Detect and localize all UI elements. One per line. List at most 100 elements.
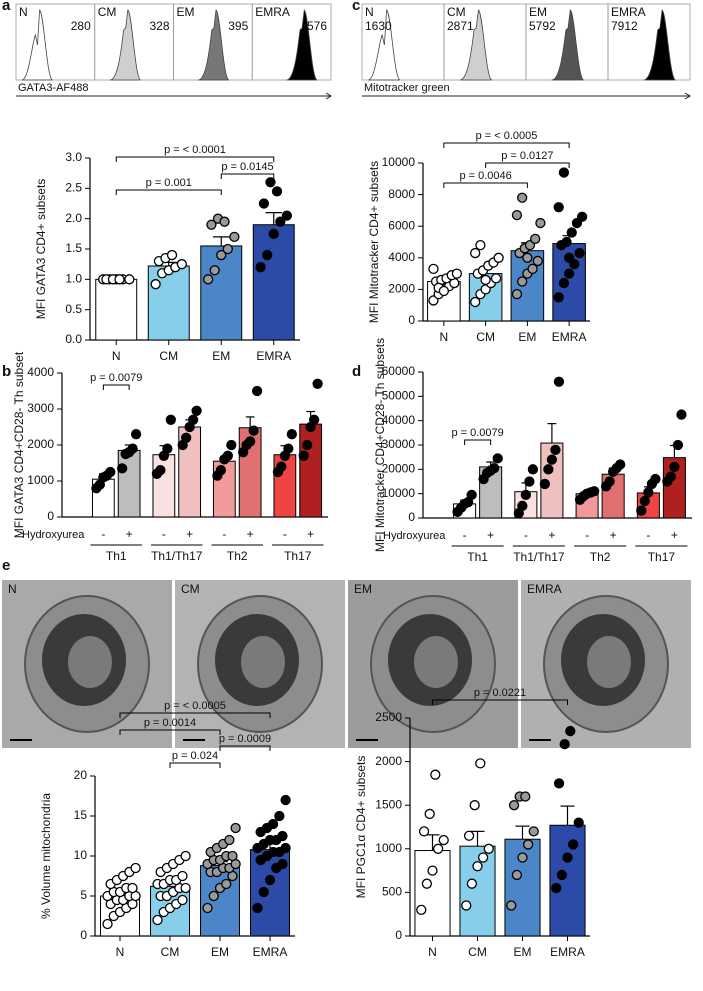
data-point [493, 252, 504, 263]
axis-arrow [684, 92, 691, 100]
data-point [277, 858, 288, 870]
panel-label: e [2, 557, 10, 574]
y-tick-label: 6000 [388, 218, 415, 232]
y-tick-label: 15 [74, 808, 88, 822]
y-tick-label: 10000 [382, 486, 416, 500]
y-tick-label: 0 [408, 313, 415, 327]
treatment-label: - [646, 528, 650, 542]
data-point [530, 233, 541, 244]
y-tick-label: 2000 [27, 437, 54, 451]
data-point [553, 376, 565, 387]
x-tick-label: EMRA [552, 330, 587, 344]
y-tick-label: 8000 [388, 187, 415, 201]
data-point [219, 216, 230, 227]
histogram-peak [286, 9, 318, 81]
data-point [650, 473, 661, 485]
data-point [480, 274, 491, 286]
x-tick-label: Th1/Th17 [513, 550, 565, 564]
micrograph-label: EM [354, 582, 372, 596]
significance-bracket [443, 142, 570, 148]
histogram-value: 576 [307, 19, 327, 33]
data-point [166, 249, 178, 261]
x-tick-label: N [112, 349, 121, 363]
p-value: p = < 0.0005 [476, 130, 538, 142]
treatment-label: + [247, 527, 254, 541]
y-tick-label: 2000 [388, 282, 415, 296]
data-point [438, 285, 450, 297]
histogram-value: 7912 [611, 19, 638, 33]
micrograph-label: CM [181, 582, 200, 596]
y-tick-label: 1.0 [65, 272, 82, 286]
data-point [258, 198, 270, 209]
data-point [517, 192, 528, 203]
panel-label: b [2, 363, 11, 380]
y-tick-label: 0 [80, 928, 87, 942]
data-point [302, 439, 313, 451]
data-point [130, 429, 142, 440]
data-point [615, 459, 626, 470]
data-point [522, 839, 534, 850]
data-point [177, 894, 188, 906]
data-point [539, 478, 550, 490]
data-point [517, 500, 528, 511]
data-point [276, 461, 287, 472]
histogram-subset: CM [447, 5, 466, 19]
x-tick-label: N [440, 330, 449, 344]
y-tick-label: 0.5 [65, 302, 82, 316]
y-tick-label: 60000 [382, 364, 416, 378]
data-point [202, 902, 213, 914]
p-value: p = 0.0145 [221, 161, 273, 173]
y-tick-label: 2000 [375, 754, 402, 768]
data-point [252, 902, 263, 914]
p-value: p = 0.0009 [219, 733, 271, 745]
treatment-label: - [283, 527, 287, 541]
micrograph-label: N [8, 582, 17, 596]
data-point [117, 463, 128, 474]
y-tick-label: 1500 [375, 797, 402, 811]
data-point [577, 211, 588, 222]
data-point [206, 219, 217, 230]
axis-arrow [325, 92, 332, 100]
data-point [520, 489, 531, 501]
data-point [127, 443, 138, 454]
data-point [469, 800, 480, 811]
data-point [421, 878, 433, 889]
y-tick-label: 1000 [27, 473, 54, 487]
y-tick-label: 0 [395, 928, 402, 942]
y-axis-label: MFI GATA3 CD4+ subsets [34, 179, 48, 320]
data-point [470, 247, 481, 259]
x-tick-label: Th1 [467, 550, 488, 564]
data-point [424, 808, 435, 820]
chromatin [587, 636, 631, 688]
y-tick-label: 500 [382, 885, 402, 899]
data-point [562, 852, 573, 863]
histogram-axis-label: GATA3-AF488 [18, 82, 89, 94]
y-tick-label: 1.5 [65, 241, 82, 255]
histogram-peak [21, 9, 53, 81]
bar [147, 265, 190, 341]
data-point [127, 882, 138, 894]
bar [459, 845, 496, 937]
chromatin [414, 636, 458, 688]
histogram-subset: EMRA [611, 5, 646, 19]
treatment-label: + [307, 527, 314, 541]
p-value: p = 0.0079 [90, 372, 142, 384]
histogram-peak [643, 9, 676, 81]
bar [152, 454, 176, 518]
x-tick-label: Th17 [284, 549, 312, 563]
treatment-label: - [585, 528, 589, 542]
x-tick-label: Th1 [106, 549, 127, 563]
data-point [418, 826, 430, 837]
data-point [230, 822, 241, 834]
bar [200, 245, 243, 341]
data-point [155, 465, 166, 476]
significance-bracket [219, 745, 271, 751]
data-point [483, 843, 494, 854]
data-point [665, 471, 677, 482]
y-tick-label: 1000 [375, 841, 402, 855]
data-point [215, 465, 227, 476]
data-point [208, 890, 219, 902]
p-value: p = 0.0127 [501, 150, 553, 162]
data-point [574, 247, 585, 259]
data-point [216, 249, 227, 261]
